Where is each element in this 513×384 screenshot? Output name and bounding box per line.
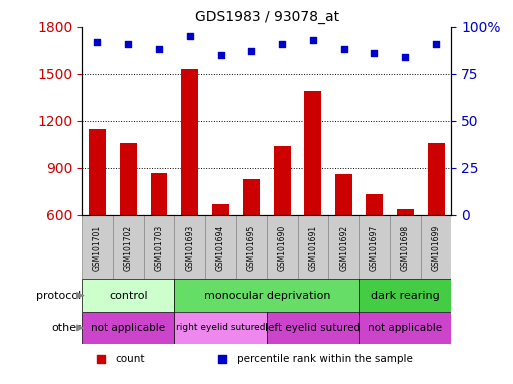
FancyBboxPatch shape bbox=[298, 215, 328, 280]
Text: GSM101693: GSM101693 bbox=[185, 225, 194, 271]
Bar bbox=[120, 143, 136, 215]
Point bbox=[340, 46, 348, 53]
Bar bbox=[182, 69, 198, 215]
Bar bbox=[397, 209, 414, 215]
FancyBboxPatch shape bbox=[236, 215, 267, 280]
FancyBboxPatch shape bbox=[82, 215, 113, 280]
Point bbox=[401, 54, 409, 60]
Point bbox=[370, 50, 379, 56]
Text: GSM101698: GSM101698 bbox=[401, 225, 410, 271]
Bar bbox=[89, 129, 106, 215]
Text: GSM101701: GSM101701 bbox=[93, 225, 102, 271]
Point bbox=[124, 41, 132, 47]
FancyBboxPatch shape bbox=[390, 215, 421, 280]
FancyBboxPatch shape bbox=[113, 215, 144, 280]
Text: monocular deprivation: monocular deprivation bbox=[204, 291, 330, 301]
Text: other: other bbox=[52, 323, 82, 333]
FancyBboxPatch shape bbox=[82, 280, 174, 312]
Point bbox=[155, 46, 163, 53]
Bar bbox=[212, 204, 229, 215]
Text: GSM101694: GSM101694 bbox=[216, 225, 225, 271]
FancyBboxPatch shape bbox=[359, 312, 451, 344]
Text: GSM101697: GSM101697 bbox=[370, 225, 379, 271]
Text: dark rearing: dark rearing bbox=[371, 291, 440, 301]
Text: GSM101702: GSM101702 bbox=[124, 225, 133, 271]
Text: GSM101695: GSM101695 bbox=[247, 225, 256, 271]
Bar bbox=[243, 179, 260, 215]
Point bbox=[186, 33, 194, 39]
Point bbox=[247, 48, 255, 55]
Text: protocol: protocol bbox=[36, 291, 82, 301]
FancyBboxPatch shape bbox=[359, 280, 451, 312]
Text: GSM101699: GSM101699 bbox=[431, 225, 441, 271]
Text: control: control bbox=[109, 291, 148, 301]
Bar bbox=[336, 174, 352, 215]
FancyBboxPatch shape bbox=[174, 215, 205, 280]
Bar bbox=[305, 91, 321, 215]
FancyBboxPatch shape bbox=[328, 215, 359, 280]
Bar bbox=[151, 172, 167, 215]
Text: percentile rank within the sample: percentile rank within the sample bbox=[237, 354, 413, 364]
Text: not applicable: not applicable bbox=[368, 323, 442, 333]
Text: count: count bbox=[115, 354, 145, 364]
Point bbox=[278, 41, 286, 47]
Text: left eyelid sutured: left eyelid sutured bbox=[265, 323, 361, 333]
Bar bbox=[274, 146, 290, 215]
Point bbox=[93, 39, 102, 45]
Point bbox=[432, 41, 440, 47]
Point bbox=[430, 195, 439, 202]
FancyBboxPatch shape bbox=[82, 312, 174, 344]
FancyBboxPatch shape bbox=[205, 215, 236, 280]
Point bbox=[309, 37, 317, 43]
Text: GSM101691: GSM101691 bbox=[308, 225, 318, 271]
FancyBboxPatch shape bbox=[267, 312, 359, 344]
Text: GSM101692: GSM101692 bbox=[339, 225, 348, 271]
Text: GSM101703: GSM101703 bbox=[154, 225, 164, 271]
Text: GSM101690: GSM101690 bbox=[278, 225, 287, 271]
Text: not applicable: not applicable bbox=[91, 323, 165, 333]
Bar bbox=[366, 194, 383, 215]
Point bbox=[216, 52, 225, 58]
FancyBboxPatch shape bbox=[359, 215, 390, 280]
FancyBboxPatch shape bbox=[144, 215, 174, 280]
FancyBboxPatch shape bbox=[174, 280, 359, 312]
FancyBboxPatch shape bbox=[174, 312, 267, 344]
FancyBboxPatch shape bbox=[267, 215, 298, 280]
FancyBboxPatch shape bbox=[421, 215, 451, 280]
Bar bbox=[428, 143, 444, 215]
Title: GDS1983 / 93078_at: GDS1983 / 93078_at bbox=[195, 10, 339, 25]
Text: right eyelid sutured: right eyelid sutured bbox=[176, 323, 265, 333]
